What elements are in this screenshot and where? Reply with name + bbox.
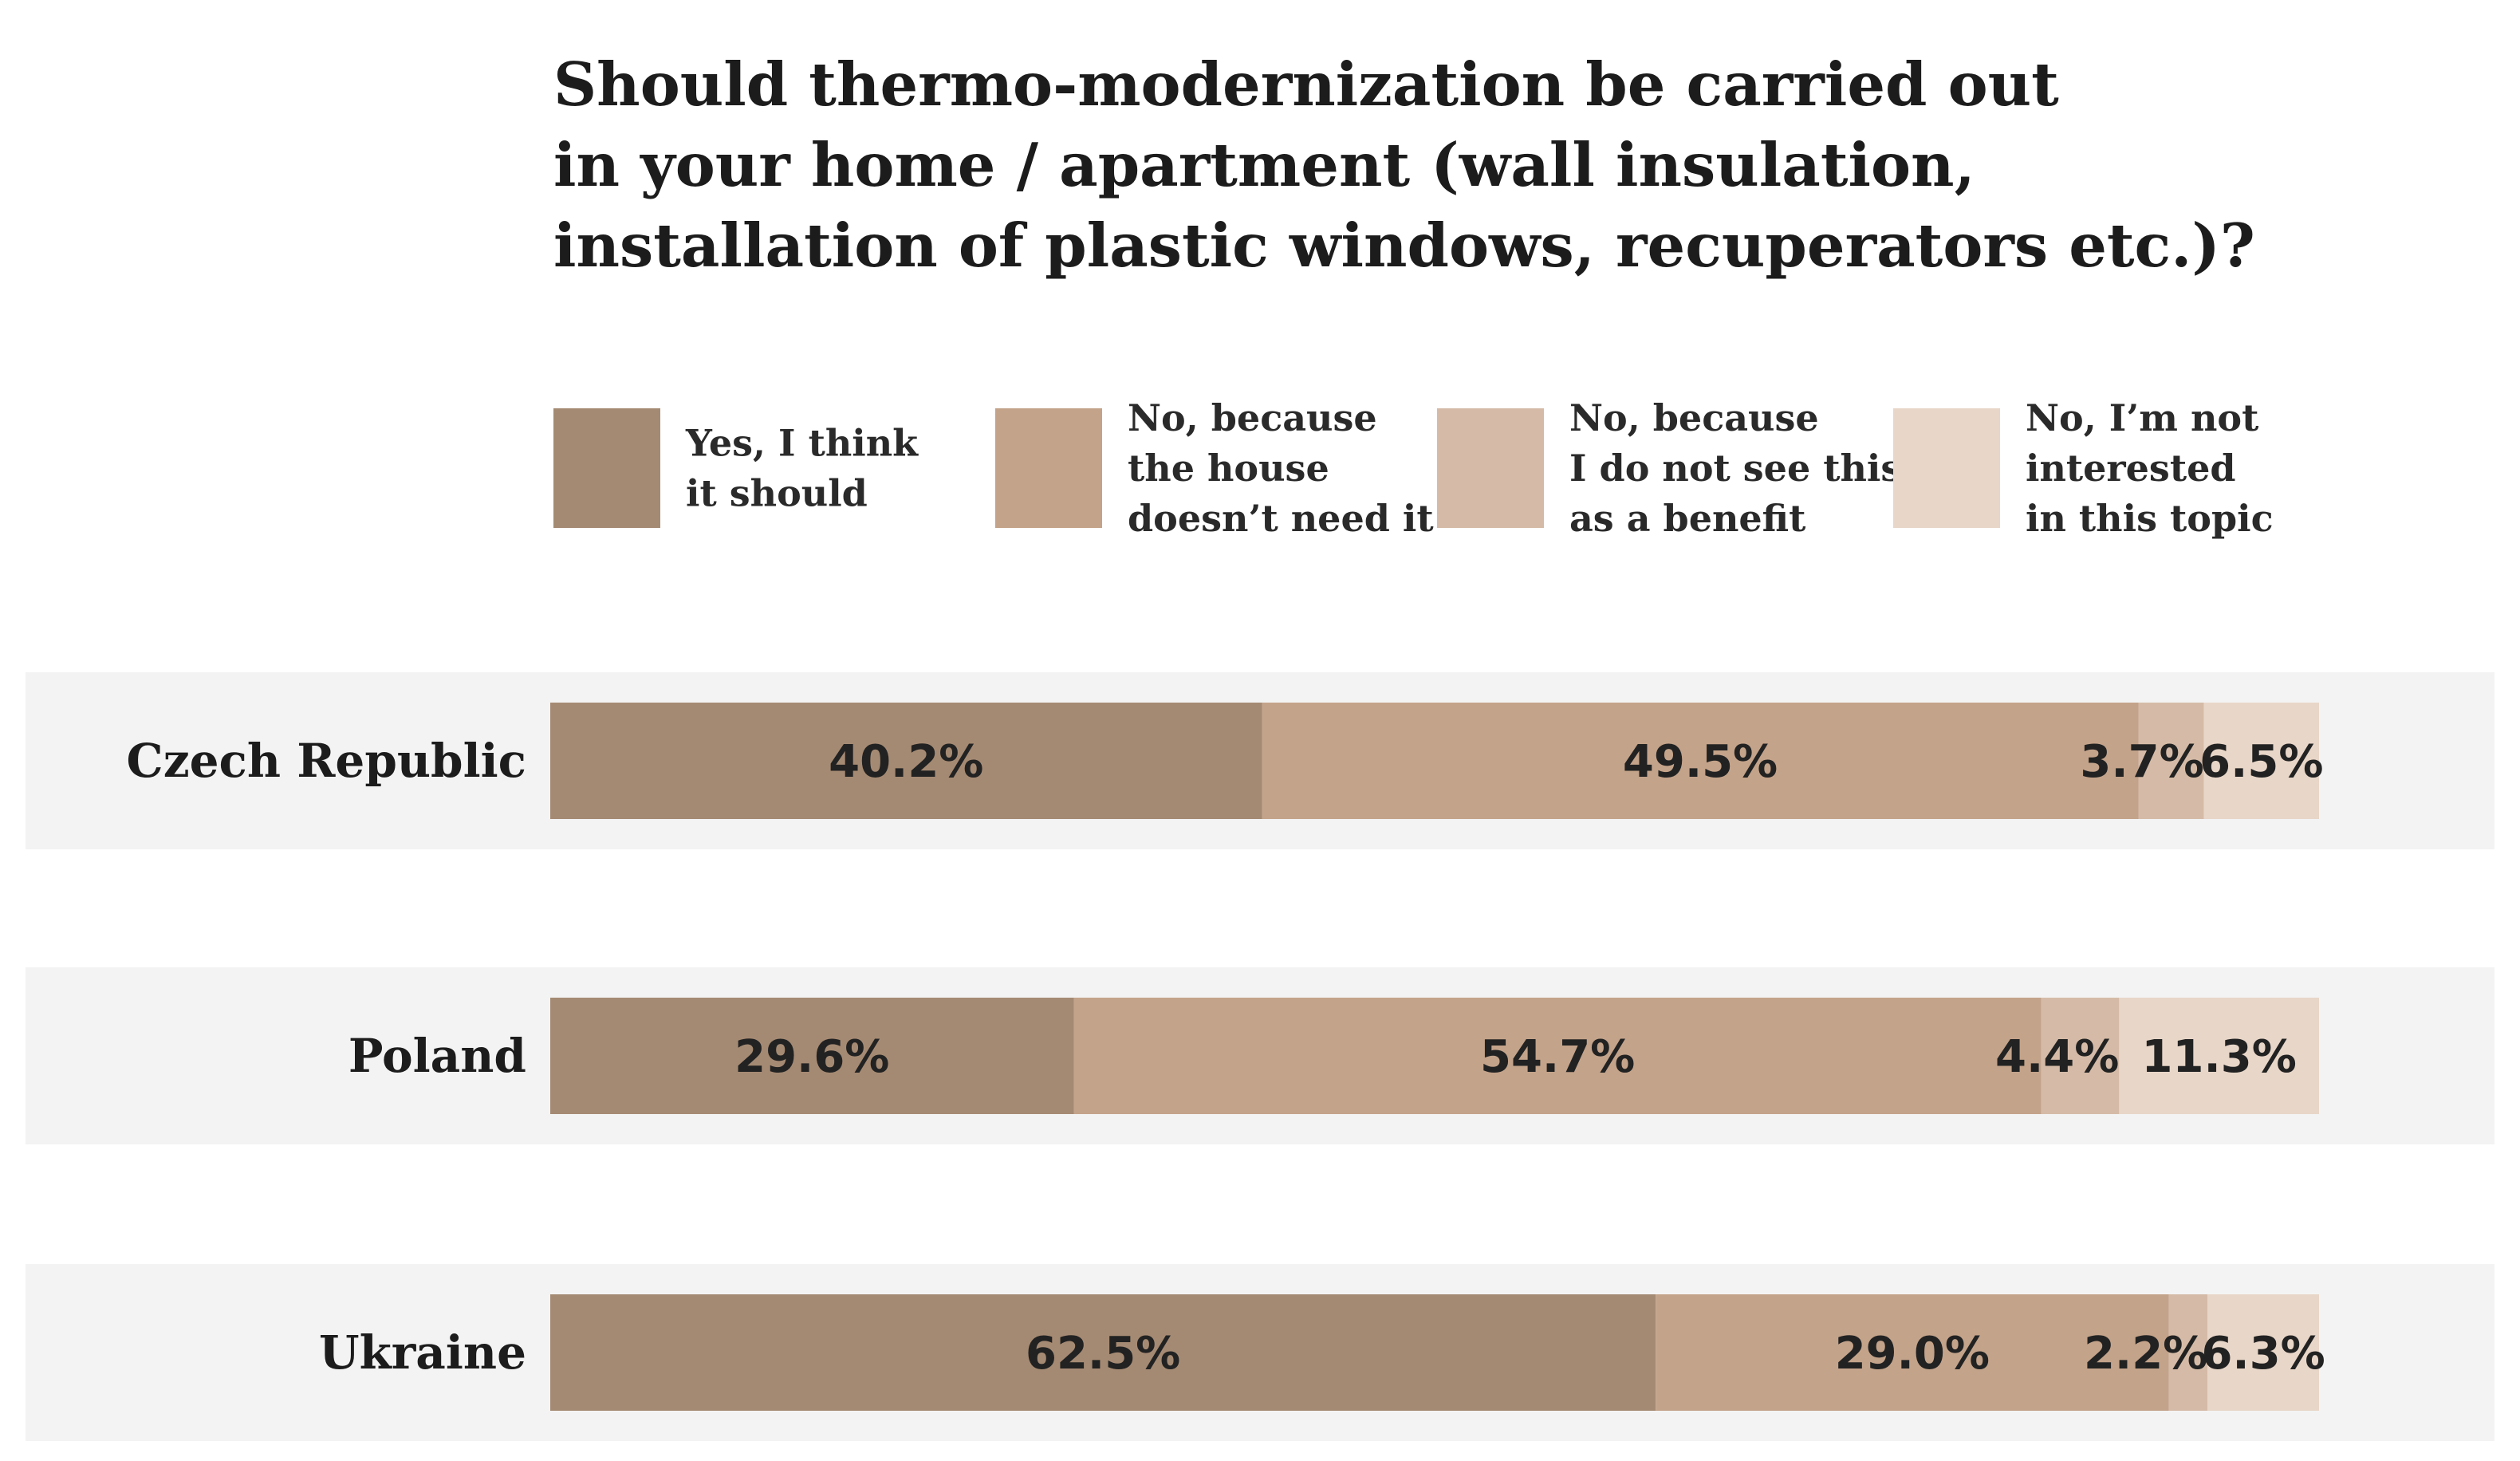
bar-segment <box>2168 1294 2208 1411</box>
category-label: Poland <box>348 1029 526 1083</box>
data-label: 6.3% <box>2201 1328 2325 1380</box>
data-label: 2.2% <box>2084 1328 2207 1380</box>
legend-label: No, because <box>1569 396 1819 439</box>
legend-label: I do not see this <box>1569 447 1901 490</box>
category-label: Czech Republic <box>127 734 526 788</box>
title-line: installation of plastic windows, recuper… <box>553 211 2255 281</box>
bar-segment <box>1262 703 2139 819</box>
bar-segment <box>550 703 1262 819</box>
legend-swatch <box>1437 408 1544 528</box>
data-label: 62.5% <box>1026 1328 1180 1380</box>
legend-label: the house <box>1128 447 1329 490</box>
chart-title: Should thermo-modernization be carried o… <box>553 49 2255 281</box>
bar-segment <box>2207 1294 2319 1411</box>
bar-segment <box>1073 998 2042 1114</box>
legend-label: Yes, I think <box>685 422 919 465</box>
data-label: 49.5% <box>1623 736 1778 788</box>
data-label: 54.7% <box>1480 1031 1635 1083</box>
legend-label: it should <box>686 472 868 515</box>
legend-swatch <box>1893 408 2000 528</box>
bar-segment <box>1656 1294 2169 1411</box>
legend-label: in this topic <box>2026 497 2274 540</box>
bar-segment <box>2203 703 2319 819</box>
legend-label: No, because <box>1128 396 1377 439</box>
labels: Czech Republic 40.2% 49.5% 3.7%6.5% Poland 29… <box>127 734 2325 1380</box>
title-line: in your home / apartment (wall insulatio… <box>553 130 1975 200</box>
bar-segment <box>550 1294 1656 1411</box>
data-label: 3.7% <box>2080 736 2203 788</box>
bar-segment <box>2041 998 2120 1114</box>
legend-label: interested <box>2026 447 2236 490</box>
data-label: 6.5% <box>2199 736 2323 788</box>
title-line: Should thermo-modernization be carried o… <box>553 49 2059 120</box>
bars <box>550 703 2319 1411</box>
data-label: 29.6% <box>734 1031 889 1083</box>
legend-label: doesn’t need it <box>1128 497 1434 540</box>
data-label: 11.3% <box>2142 1031 2297 1083</box>
legend-label: No, I’m not <box>2026 396 2259 439</box>
legend-swatch <box>995 408 1102 528</box>
category-label: Ukraine <box>319 1325 526 1380</box>
bar-segment <box>2119 998 2319 1114</box>
legend-label: as a benefit <box>1569 497 1806 540</box>
legend: Yes, I think it should No, because the hous… <box>553 396 2274 540</box>
data-label: 4.4% <box>1995 1031 2119 1083</box>
data-label: 40.2% <box>829 736 983 788</box>
bar-segment <box>2138 703 2204 819</box>
data-label: 29.0% <box>1835 1328 1990 1380</box>
legend-swatch <box>553 408 660 528</box>
bar-segment <box>550 998 1074 1114</box>
